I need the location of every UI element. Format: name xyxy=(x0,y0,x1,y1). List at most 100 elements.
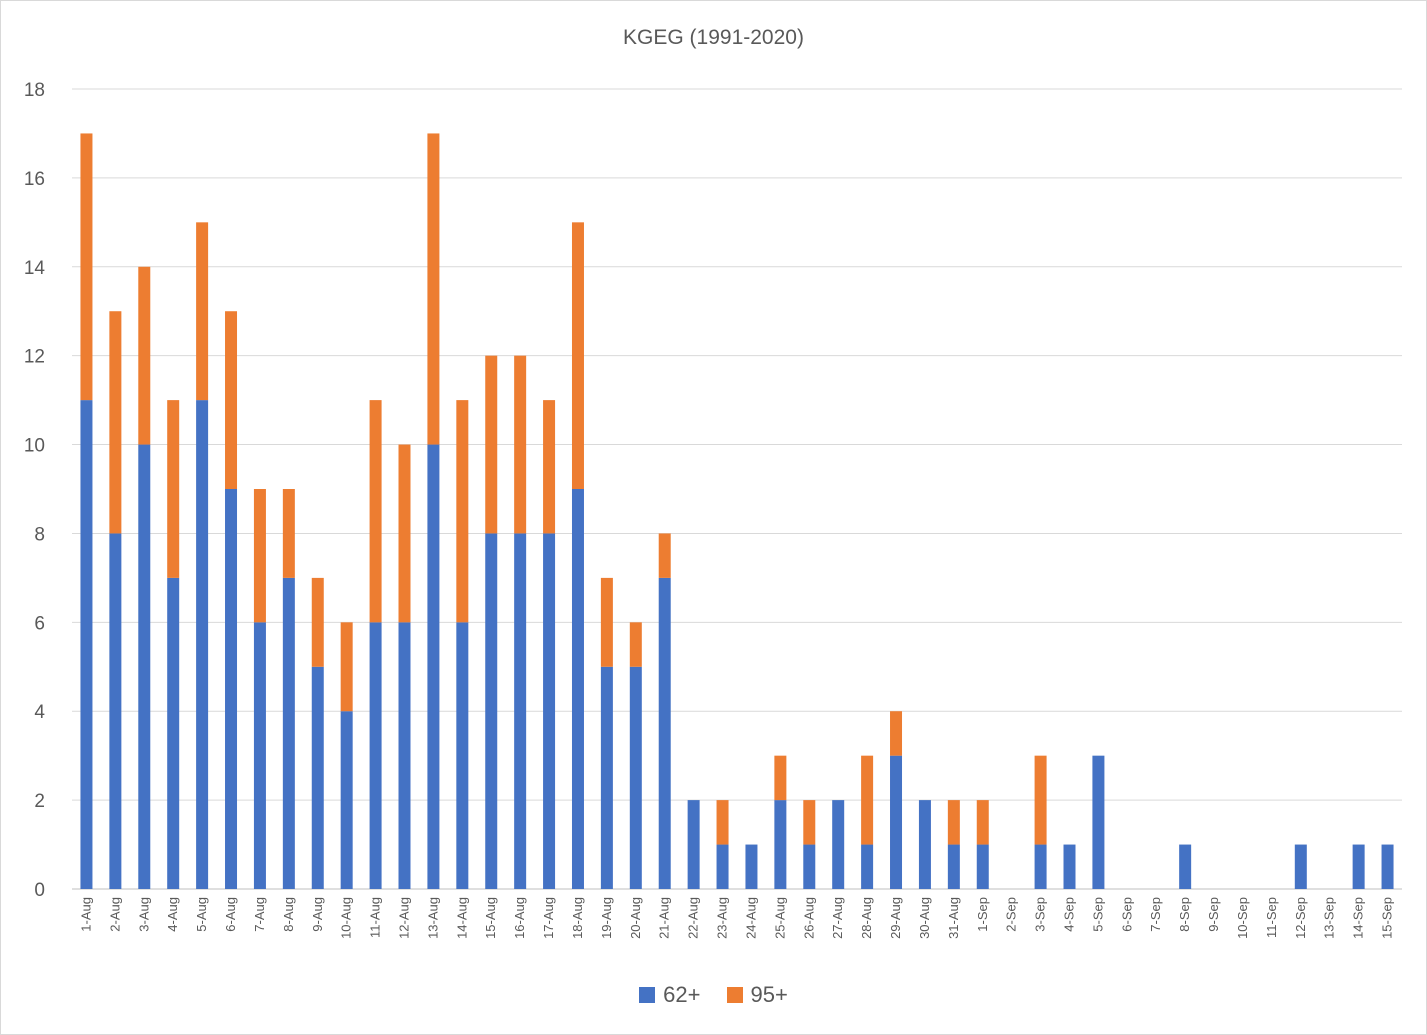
bar-95-25-Aug xyxy=(774,755,787,801)
x-tick-label: 31-Aug xyxy=(946,897,961,939)
bar-95-23-Aug xyxy=(716,800,729,845)
x-tick-label: 10-Sep xyxy=(1235,897,1250,939)
legend-label-62: 62+ xyxy=(663,982,701,1007)
legend-item-95: 95+ xyxy=(726,982,788,1008)
x-tick-label: 8-Aug xyxy=(281,897,296,932)
bar-62-31-Aug xyxy=(947,844,960,889)
x-tick-label: 4-Sep xyxy=(1062,897,1077,932)
bar-62-2-Aug xyxy=(109,533,122,889)
bar-95-12-Aug xyxy=(398,444,411,623)
bar-62-14-Sep xyxy=(1352,844,1365,889)
x-tick-label: 24-Aug xyxy=(743,897,758,939)
y-tick-label: 16 xyxy=(24,169,45,190)
y-tick-label: 12 xyxy=(24,347,45,368)
x-tick-label: 1-Aug xyxy=(78,897,93,932)
x-tick-label: 8-Sep xyxy=(1177,897,1192,932)
x-tick-label: 2-Sep xyxy=(1004,897,1019,932)
bar-62-7-Aug xyxy=(253,622,266,889)
y-tick-label: 0 xyxy=(34,880,45,901)
bar-95-5-Aug xyxy=(196,222,209,401)
x-tick-label: 3-Aug xyxy=(136,897,151,932)
legend-label-95: 95+ xyxy=(750,982,788,1007)
x-tick-label: 9-Aug xyxy=(310,897,325,932)
y-tick-label: 4 xyxy=(34,702,45,723)
x-tick-label: 17-Aug xyxy=(541,897,556,939)
bar-95-7-Aug xyxy=(253,489,266,623)
bar-95-8-Aug xyxy=(282,489,295,578)
x-tick-label: 10-Aug xyxy=(339,897,354,939)
x-tick-label: 20-Aug xyxy=(628,897,643,939)
x-tick-label: 5-Aug xyxy=(194,897,209,932)
bar-62-15-Sep xyxy=(1381,844,1394,889)
bar-62-14-Aug xyxy=(456,622,469,889)
bar-62-10-Aug xyxy=(340,711,353,889)
bar-95-14-Aug xyxy=(456,400,469,623)
bar-62-23-Aug xyxy=(716,844,729,889)
bar-62-12-Aug xyxy=(398,622,411,889)
bar-95-1-Sep xyxy=(976,800,989,845)
x-tick-label: 6-Sep xyxy=(1119,897,1134,932)
chart-title: KGEG (1991-2020) xyxy=(623,26,804,49)
x-tick-label: 13-Sep xyxy=(1322,897,1337,939)
bar-62-4-Sep xyxy=(1063,844,1076,889)
x-tick-label: 5-Sep xyxy=(1090,897,1105,932)
x-tick-label: 6-Aug xyxy=(223,897,238,932)
x-tick-label: 19-Aug xyxy=(599,897,614,939)
legend: 62+ 95+ xyxy=(0,982,1427,1008)
x-tick-label: 11-Aug xyxy=(368,897,383,938)
bar-62-9-Aug xyxy=(311,666,324,889)
bar-62-1-Sep xyxy=(976,844,989,889)
x-tick-label: 18-Aug xyxy=(570,897,585,939)
x-tick-label: 23-Aug xyxy=(715,897,730,939)
bar-62-5-Sep xyxy=(1092,755,1105,889)
y-tick-label: 18 xyxy=(24,80,45,101)
bar-62-29-Aug xyxy=(890,755,903,889)
x-tick-label: 3-Sep xyxy=(1033,897,1048,932)
x-tick-label: 12-Sep xyxy=(1293,897,1308,939)
bar-62-11-Aug xyxy=(369,622,382,889)
bar-62-8-Sep xyxy=(1179,844,1192,889)
x-tick-label: 13-Aug xyxy=(425,897,440,939)
bar-95-9-Aug xyxy=(311,577,324,667)
bar-62-8-Aug xyxy=(282,577,295,889)
bar-95-31-Aug xyxy=(947,800,960,845)
y-tick-label: 8 xyxy=(34,524,45,545)
bar-95-16-Aug xyxy=(514,355,527,534)
bar-62-30-Aug xyxy=(918,800,931,889)
bar-62-24-Aug xyxy=(745,844,758,889)
x-tick-label: 2-Aug xyxy=(107,897,122,932)
x-tick-label: 9-Sep xyxy=(1206,897,1221,932)
x-tick-label: 16-Aug xyxy=(512,897,527,939)
bar-95-10-Aug xyxy=(340,622,353,712)
bar-62-19-Aug xyxy=(600,666,613,889)
bar-62-3-Aug xyxy=(138,444,151,889)
bar-95-4-Aug xyxy=(167,400,180,578)
bar-62-13-Aug xyxy=(427,444,440,889)
x-tick-label: 14-Sep xyxy=(1351,897,1366,939)
x-tick-label: 25-Aug xyxy=(772,897,787,939)
bar-95-3-Sep xyxy=(1034,755,1047,845)
x-tick-label: 15-Sep xyxy=(1380,897,1395,939)
x-tick-label: 4-Aug xyxy=(165,897,180,932)
bar-62-5-Aug xyxy=(196,400,209,889)
x-tick-label: 12-Aug xyxy=(397,897,412,939)
bar-62-22-Aug xyxy=(687,800,700,889)
y-tick-label: 10 xyxy=(24,436,45,457)
x-tick-label: 15-Aug xyxy=(483,897,498,939)
bar-95-6-Aug xyxy=(225,311,238,489)
bar-95-18-Aug xyxy=(571,222,584,490)
x-tick-label: 11-Sep xyxy=(1264,897,1279,938)
legend-swatch-95 xyxy=(726,987,743,1003)
x-tick-label: 28-Aug xyxy=(859,897,874,939)
x-tick-label: 21-Aug xyxy=(657,897,672,939)
x-tick-label: 27-Aug xyxy=(830,897,845,939)
bar-62-1-Aug xyxy=(80,400,93,889)
legend-swatch-62 xyxy=(639,987,656,1003)
x-tick-label: 7-Sep xyxy=(1148,897,1163,932)
x-tick-label: 7-Aug xyxy=(252,897,267,932)
y-tick-label: 2 xyxy=(34,791,45,812)
y-tick-label: 14 xyxy=(24,258,46,279)
bar-95-29-Aug xyxy=(890,711,903,756)
bar-95-26-Aug xyxy=(803,800,816,845)
